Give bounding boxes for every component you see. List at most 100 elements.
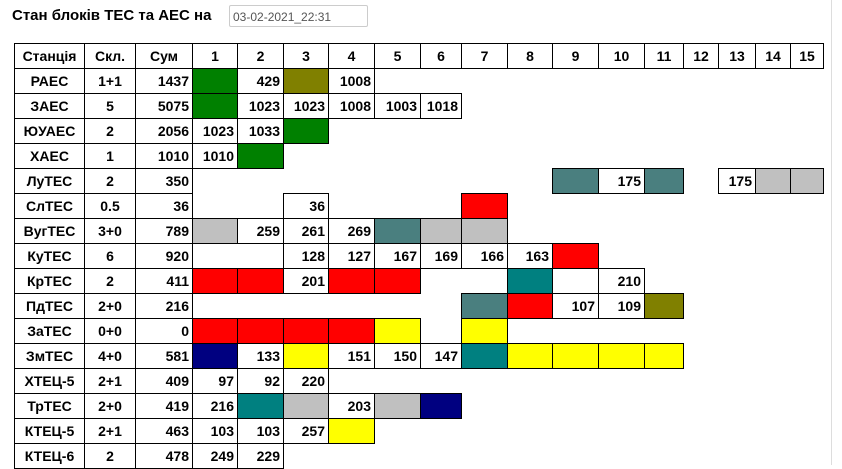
- block-state: [328, 318, 375, 344]
- block-state: [328, 418, 375, 444]
- station-name: ХТЕЦ-5: [14, 368, 85, 394]
- sum: 419: [135, 393, 193, 419]
- block-state: [192, 93, 238, 119]
- sum: 411: [135, 268, 193, 294]
- block-power: 1033: [237, 118, 284, 144]
- block-state: [644, 293, 684, 319]
- block-state: [790, 168, 824, 194]
- block-state: [374, 218, 421, 244]
- block-power: 103: [192, 418, 238, 444]
- block-state: [374, 318, 421, 344]
- block-power: 1023: [192, 118, 238, 144]
- block-state: [283, 318, 329, 344]
- sum: 216: [135, 293, 193, 319]
- block-power: 216: [192, 393, 238, 419]
- sum: 1437: [135, 68, 193, 94]
- block-power: 127: [328, 243, 375, 269]
- column-header: Скл.: [84, 43, 136, 69]
- composition: 2: [84, 168, 136, 194]
- panel-edge: [831, 0, 832, 465]
- block-power: 175: [718, 168, 756, 194]
- station-name: КТЕЦ-5: [14, 418, 85, 444]
- block-state: [461, 293, 508, 319]
- block-power: 151: [328, 343, 375, 369]
- column-header: 4: [328, 43, 375, 69]
- sum: 920: [135, 243, 193, 269]
- column-header: 15: [790, 43, 824, 69]
- block-state: [507, 268, 553, 294]
- block-power: 201: [283, 268, 329, 294]
- station-name: ЮУАЕС: [14, 118, 85, 144]
- block-state: [283, 118, 329, 144]
- sum: 0: [135, 318, 193, 344]
- block-state: [552, 243, 599, 269]
- column-header: 3: [283, 43, 329, 69]
- sum: 478: [135, 443, 193, 469]
- column-header: 6: [420, 43, 462, 69]
- sum: 409: [135, 368, 193, 394]
- block-power: 220: [283, 368, 329, 394]
- column-header: 10: [598, 43, 645, 69]
- composition: 0+0: [84, 318, 136, 344]
- composition: 1+1: [84, 68, 136, 94]
- block-state: [283, 393, 329, 419]
- block-state: [192, 318, 238, 344]
- datetime-input[interactable]: 03-02-2021_22:31: [229, 5, 368, 27]
- composition: 1: [84, 143, 136, 169]
- sum: 581: [135, 343, 193, 369]
- station-name: ЗмТЕС: [14, 343, 85, 369]
- column-header: 14: [755, 43, 791, 69]
- block-state: [283, 68, 329, 94]
- block-state: [237, 143, 284, 169]
- column-header: 8: [507, 43, 553, 69]
- sum: 2056: [135, 118, 193, 144]
- column-header: 13: [718, 43, 756, 69]
- block-state: [237, 318, 284, 344]
- station-name: ВугТЕС: [14, 218, 85, 244]
- composition: 2+1: [84, 418, 136, 444]
- station-name: ЛуТЕС: [14, 168, 85, 194]
- block-power: 169: [420, 243, 462, 269]
- sum: 5075: [135, 93, 193, 119]
- block-state: [237, 268, 284, 294]
- block-power: 128: [283, 243, 329, 269]
- column-header: 7: [461, 43, 508, 69]
- block-power: 166: [461, 243, 508, 269]
- block-state: [598, 343, 645, 369]
- composition: 6: [84, 243, 136, 269]
- block-state: [283, 343, 329, 369]
- block-power: 269: [328, 218, 375, 244]
- block-state: [420, 393, 462, 419]
- composition: 2+0: [84, 293, 136, 319]
- column-header: Станція: [14, 43, 85, 69]
- composition: 2: [84, 118, 136, 144]
- column-header: 12: [683, 43, 719, 69]
- block-state: [192, 218, 238, 244]
- block-power: 429: [237, 68, 284, 94]
- block-power: 103: [237, 418, 284, 444]
- block-state: [420, 218, 462, 244]
- block-power: 1008: [328, 93, 375, 119]
- block-state: [237, 393, 284, 419]
- composition: 2: [84, 268, 136, 294]
- block-state: [192, 68, 238, 94]
- block-power: 150: [374, 343, 421, 369]
- station-name: ПдТЕС: [14, 293, 85, 319]
- block-power: 36: [283, 193, 329, 219]
- block-power: 1023: [283, 93, 329, 119]
- block-power: 1010: [192, 143, 238, 169]
- block-state: [374, 268, 421, 294]
- sum: 789: [135, 218, 193, 244]
- composition: 2+0: [84, 393, 136, 419]
- block-power: 163: [507, 243, 553, 269]
- block-state: [644, 343, 684, 369]
- block-power: 1008: [328, 68, 375, 94]
- column-header: Сум: [135, 43, 193, 69]
- composition: 2+1: [84, 368, 136, 394]
- sum: 463: [135, 418, 193, 444]
- block-state: [461, 343, 508, 369]
- block-state: [374, 393, 421, 419]
- block-power: 167: [374, 243, 421, 269]
